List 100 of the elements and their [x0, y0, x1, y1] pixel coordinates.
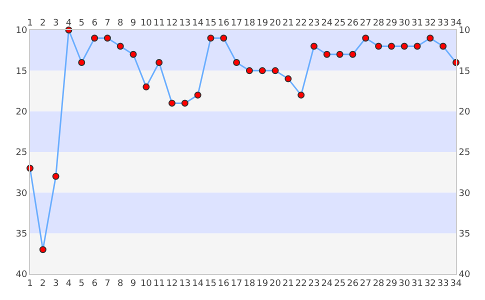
point [310, 42, 318, 50]
x-tick-label: 21 [282, 18, 294, 28]
point [220, 34, 228, 42]
x-tick-label: 15 [205, 18, 216, 28]
x2-tick-label: 1 [27, 278, 33, 289]
x2-tick-label: 7 [104, 278, 110, 289]
point [168, 100, 176, 107]
x2-tick-label: 6 [92, 278, 98, 289]
x-tick-label: 26 [347, 18, 359, 28]
x-tick-label: 13 [179, 18, 191, 28]
point [298, 92, 305, 99]
x2-tick-label: 2 [40, 278, 46, 289]
x2-tick-label: 9 [130, 278, 136, 289]
y-tick-label: 15 [16, 66, 28, 77]
x-tick-label: 27 [360, 18, 372, 28]
x2-tick-label: 12 [166, 278, 178, 289]
y2-tick-label: 35 [458, 229, 470, 240]
x2-tick-label: 5 [78, 278, 85, 289]
point [181, 100, 188, 107]
y2-tick-label: 30 [458, 188, 471, 199]
point [388, 42, 395, 50]
x-tick-label: 29 [386, 18, 398, 28]
x2-tick-label: 24 [321, 278, 333, 289]
point [142, 83, 150, 90]
point [156, 59, 163, 66]
x-tick-label: 17 [230, 18, 242, 28]
x-tick-label: 14 [192, 18, 204, 28]
x-tick-label: 7 [104, 18, 110, 28]
y-tick-label: 20 [16, 107, 28, 118]
point [233, 59, 240, 66]
x-tick-label: 11 [153, 18, 165, 28]
x2-tick-label: 34 [450, 278, 462, 289]
x2-tick-label: 29 [386, 278, 398, 289]
x-tick-label: 25 [334, 18, 346, 28]
point [336, 50, 344, 58]
point [440, 42, 447, 50]
x2-tick-label: 17 [230, 278, 242, 289]
x2-tick-label: 14 [192, 278, 204, 289]
x2-tick-label: 26 [347, 278, 359, 289]
point [426, 34, 434, 42]
point [130, 50, 137, 58]
x2-tick-label: 28 [372, 278, 385, 289]
y2-tick-label: 20 [458, 107, 471, 118]
y-tick-label: 10 [16, 26, 28, 36]
point [400, 42, 408, 50]
x-tick-label: 33 [437, 18, 449, 28]
point [323, 50, 330, 58]
x-tick-label: 16 [218, 18, 230, 28]
x2-tick-label: 32 [424, 278, 436, 289]
x-tick-label: 12 [166, 18, 178, 28]
point [78, 59, 86, 66]
x-tick-label: 24 [321, 18, 333, 28]
x2-tick-label: 30 [398, 278, 410, 289]
x2-tick-label: 23 [308, 278, 320, 289]
y-tick-label: 25 [16, 148, 28, 158]
point [349, 50, 356, 58]
y2-tick-label: 10 [458, 26, 471, 36]
x2-tick-label: 8 [117, 278, 124, 289]
y-tick-label: 40 [16, 270, 28, 280]
point [52, 172, 60, 180]
point [375, 42, 382, 50]
point [116, 42, 124, 50]
x2-tick-label: 15 [205, 278, 216, 289]
x-tick-label: 1 [27, 18, 33, 28]
x-tick-label: 19 [256, 18, 268, 28]
point [39, 246, 46, 254]
x-tick-label: 9 [130, 18, 136, 28]
point [246, 67, 253, 74]
point [91, 34, 98, 42]
x-tick-label: 5 [78, 18, 85, 28]
y2-tick-label: 40 [458, 270, 471, 280]
x2-tick-label: 13 [179, 278, 191, 289]
x-tick-label: 31 [412, 18, 423, 28]
point [272, 67, 279, 74]
point [362, 34, 370, 42]
x-tick-label: 22 [295, 18, 307, 28]
x-tick-label: 4 [66, 18, 72, 28]
x-tick-label: 32 [424, 18, 436, 28]
x2-tick-label: 10 [140, 278, 152, 289]
y2-tick-label: 15 [458, 66, 470, 77]
x-tick-label: 20 [270, 18, 282, 28]
x-tick-label: 23 [308, 18, 320, 28]
x2-tick-label: 16 [218, 278, 230, 289]
x2-tick-label: 11 [153, 278, 165, 289]
x2-tick-label: 33 [437, 278, 449, 289]
y2-tick-label: 25 [458, 148, 470, 158]
x2-tick-label: 22 [295, 278, 307, 289]
x-tick-label: 18 [244, 18, 256, 28]
x-tick-label: 6 [92, 18, 98, 28]
point [104, 34, 111, 42]
x2-tick-label: 20 [270, 278, 282, 289]
x2-tick-label: 19 [256, 278, 268, 289]
y-tick-label: 35 [16, 229, 28, 240]
point [194, 92, 202, 99]
x-tick-label: 30 [398, 18, 410, 28]
point [258, 67, 266, 74]
x2-tick-label: 4 [66, 278, 72, 289]
x2-tick-label: 18 [244, 278, 256, 289]
x2-tick-label: 31 [412, 278, 423, 289]
x2-tick-label: 27 [360, 278, 372, 289]
